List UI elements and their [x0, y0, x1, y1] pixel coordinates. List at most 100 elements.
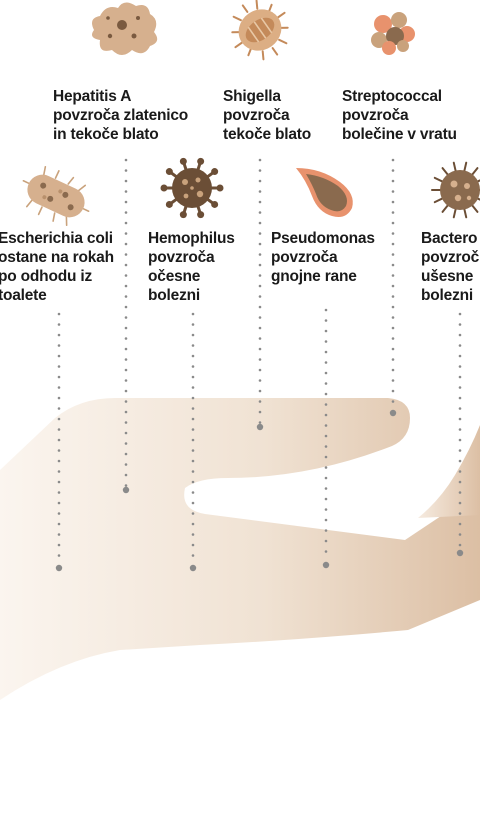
leader-dot	[258, 305, 262, 309]
label-shigella-line1: povzroča	[223, 107, 290, 124]
leader-dot	[324, 508, 328, 511]
leader-dot	[124, 242, 128, 246]
label-hemophilus-line1: povzroča	[148, 249, 215, 266]
label-hemophilus-line3: bolezni	[148, 287, 200, 304]
leader-dot	[458, 354, 462, 358]
leader-dot	[124, 263, 128, 267]
leader-dot	[391, 337, 395, 340]
hand-thumb	[418, 425, 480, 518]
leader-dot	[391, 190, 395, 193]
leader-dot	[391, 274, 395, 277]
leader-dot	[324, 392, 328, 396]
leader-dot	[57, 323, 61, 326]
leader-dot	[324, 455, 328, 459]
leader-dot	[258, 158, 262, 162]
leader-dot	[258, 284, 262, 288]
leader-dot	[458, 417, 462, 421]
leader-line-escherichia-coli	[55, 312, 63, 572]
leader-dot	[124, 389, 128, 393]
leader-dot	[57, 438, 61, 442]
leader-dot	[324, 476, 328, 480]
leader-dot	[124, 169, 128, 172]
leader-dot	[124, 368, 128, 372]
leader-dot	[391, 358, 395, 361]
leader-dot	[124, 452, 128, 456]
teardrop-bacterium-icon	[296, 168, 353, 217]
leader-dot	[458, 333, 462, 337]
leader-dot	[391, 347, 395, 351]
leader-dot	[191, 438, 195, 442]
virus-spike-tip	[211, 168, 219, 176]
leader-dot	[191, 312, 195, 316]
leader-dot	[391, 316, 395, 319]
leader-dot	[391, 169, 395, 172]
leader-dot	[258, 337, 262, 340]
virus-icon	[160, 157, 224, 219]
leader-dot	[458, 407, 462, 410]
leader-dot	[324, 497, 328, 501]
leader-dot	[324, 319, 328, 322]
label-bacteroides-line1: povzroč	[421, 249, 480, 266]
leader-dot	[57, 480, 61, 484]
label-escherichia-coli: Escherichia coli ostane na rokah po odho…	[0, 229, 114, 305]
leader-dot	[124, 484, 128, 487]
leader-dot	[124, 400, 128, 403]
label-pseudomonas-name: Pseudomonas	[271, 230, 375, 247]
leader-dot	[324, 518, 328, 522]
label-hemophilus: Hemophilus povzroča očesne bolezni	[148, 229, 235, 305]
leader-dot	[324, 340, 328, 343]
leader-dot	[258, 221, 262, 225]
leader-dot	[391, 400, 395, 403]
leader-dot	[324, 445, 328, 448]
label-shigella-name: Shigella	[223, 88, 281, 105]
label-hemophilus-name: Hemophilus	[148, 230, 235, 247]
leader-dot	[258, 211, 262, 214]
label-bacteroides-line2: ušesne	[421, 268, 474, 285]
leader-dot	[258, 410, 262, 414]
leader-endpoint	[322, 561, 330, 569]
leader-dot	[391, 379, 395, 382]
leader-dot	[57, 543, 61, 547]
leader-dot	[57, 491, 61, 494]
leader-dot	[258, 379, 262, 382]
leader-line-shigella	[256, 158, 264, 431]
virus-spike-tip	[197, 157, 205, 165]
leader-dot	[458, 480, 462, 484]
leader-dot	[458, 375, 462, 379]
spiky-cell-icon	[431, 161, 480, 219]
leader-dot	[391, 368, 395, 372]
leader-line-bacteroides	[456, 312, 464, 557]
leader-dot	[458, 386, 462, 389]
leader-dot	[124, 232, 128, 235]
leader-dot	[324, 371, 328, 375]
cell-cluster-icon	[371, 12, 415, 55]
leader-dot	[124, 347, 128, 351]
virus-spike-tip	[165, 168, 173, 176]
leader-dot	[391, 305, 395, 309]
leader-dot	[191, 407, 195, 410]
label-streptococcal-name: Streptococcal	[342, 88, 442, 105]
leader-dot	[391, 263, 395, 267]
leader-dot	[458, 396, 462, 400]
leader-dot	[57, 554, 61, 557]
leader-dot	[324, 529, 328, 532]
virus-spike-tip	[179, 211, 187, 219]
label-bacteroides-name: Bactero	[421, 230, 478, 247]
leader-dot	[57, 354, 61, 358]
leader-dot	[191, 491, 195, 494]
leader-dot	[124, 326, 128, 330]
leader-dot	[191, 333, 195, 337]
leader-dot	[57, 533, 61, 536]
leader-dot	[324, 308, 328, 312]
leader-dot	[124, 200, 128, 204]
leader-dot	[391, 326, 395, 330]
leader-dot	[124, 253, 128, 256]
leader-dot	[191, 449, 195, 452]
leader-dot	[324, 350, 328, 354]
label-streptococcal-line2: bolečine v vratu	[342, 126, 457, 143]
leader-dot	[324, 361, 328, 364]
label-shigella-line2: tekoče blato	[223, 126, 312, 143]
leader-dot	[57, 417, 61, 421]
leader-dot	[57, 449, 61, 452]
leader-endpoint	[456, 549, 464, 557]
